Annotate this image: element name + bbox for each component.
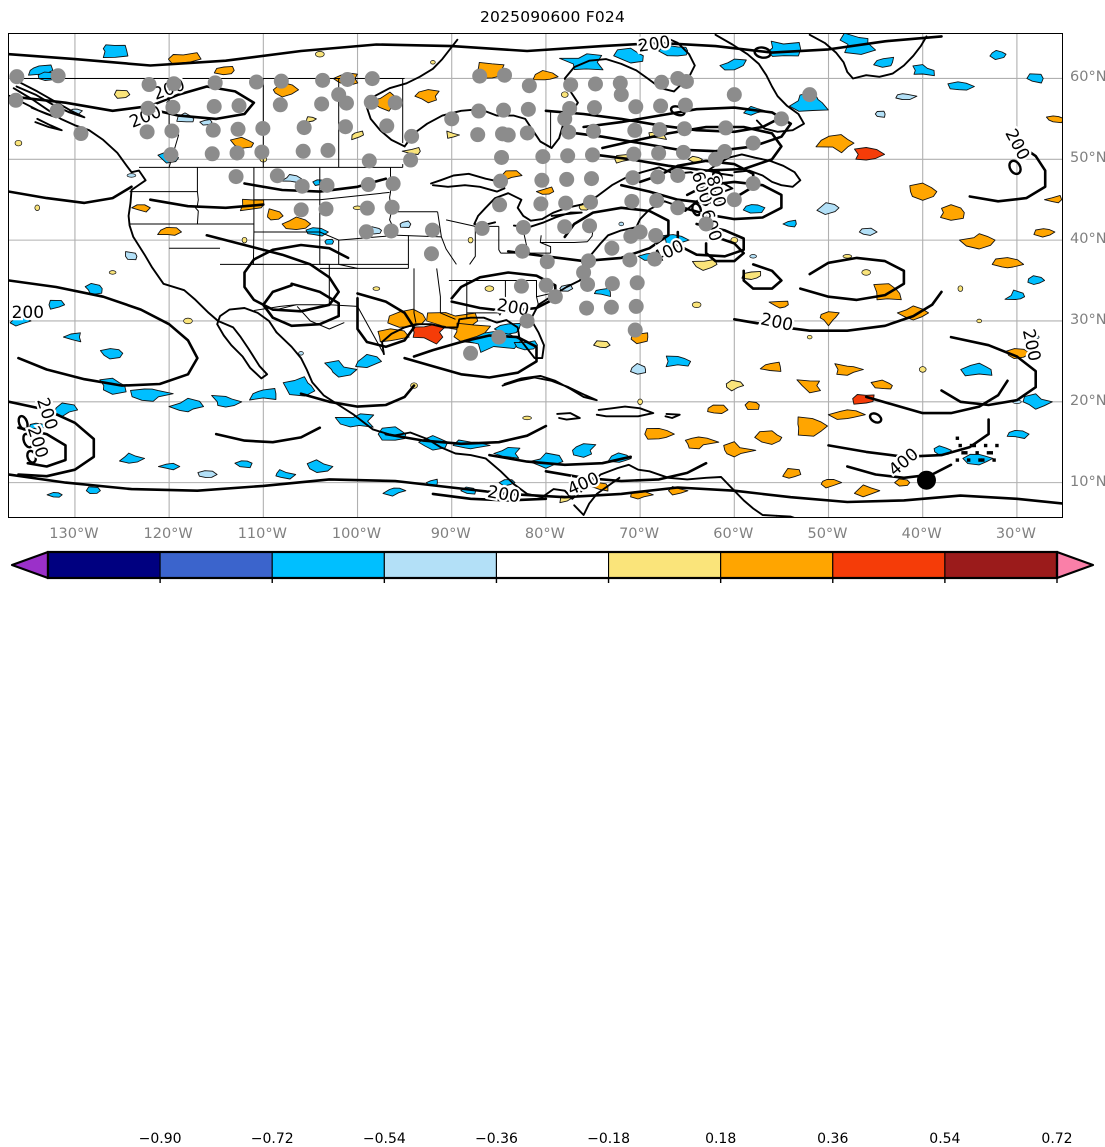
lon-tick-label: 70°W (619, 526, 660, 542)
lat-tick-label: 20°N (1070, 392, 1105, 409)
highlight-marker (916, 470, 936, 490)
colorbar-tick-label: 0.72 (1041, 1131, 1073, 1147)
page-title: 2025090600 F024 (479, 8, 626, 26)
colorbar-tick-label: −0.90 (138, 1131, 182, 1147)
map-panel: 200 200 200 200 200 200 200 200 200 200 200 400 400 4… (8, 33, 1063, 518)
contour-label: 200 (1000, 126, 1033, 164)
lon-tick-label: 40°W (901, 526, 942, 542)
colorbar-segment[interactable] (944, 551, 1058, 579)
colorbar-segment[interactable] (608, 551, 722, 579)
colorbar-segment[interactable] (47, 551, 161, 579)
lon-tick-label: 100°W (331, 526, 382, 542)
colorbar-tick-label: −0.18 (587, 1131, 630, 1147)
lon-tick-label: 90°W (430, 526, 471, 542)
colorbar-extend-max[interactable] (1055, 550, 1095, 580)
colorbar-segment[interactable] (495, 551, 610, 579)
colorbar-tick-label: −0.36 (474, 1131, 518, 1147)
lat-tick-label: 50°N (1070, 150, 1105, 167)
map-frame: 200 200 200 200 200 200 200 200 200 200 200 400 400 4… (8, 33, 1063, 518)
colorbar-tick-label: 0.54 (929, 1131, 961, 1147)
lon-tick-label: 30°W (995, 526, 1036, 542)
lon-tick-label: 120°W (143, 526, 193, 542)
colorbar-tick-label: −0.72 (250, 1131, 294, 1147)
lon-tick-label: 60°W (713, 526, 754, 542)
station-markers (9, 67, 999, 490)
colorbar-segment[interactable] (832, 551, 946, 579)
contour-label: 200 (759, 309, 795, 335)
colorbar-segment[interactable] (383, 551, 497, 579)
lon-tick-label: 80°W (524, 526, 565, 542)
contour-label: 200 (486, 482, 521, 507)
lon-tick-label: 130°W (49, 526, 99, 542)
contour-label: 200 (12, 303, 44, 323)
colorbar-swatches[interactable] (0, 549, 1105, 589)
colorbar-tick-label: 0.18 (705, 1131, 737, 1147)
colorbar-extend-min[interactable] (10, 550, 50, 580)
colorbar-tick-label: −0.54 (362, 1131, 406, 1147)
lat-tick-label: 40°N (1070, 231, 1105, 248)
lat-tick-label: 10°N (1070, 473, 1105, 490)
colorbar-tick-label: 0.36 (817, 1131, 849, 1147)
figure-root: 2025090600 F024 200 200 200 200 200 200 200 200… (0, 8, 1105, 1147)
colorbar-segment[interactable] (159, 551, 273, 579)
lon-tick-label: 110°W (237, 526, 287, 542)
colorbar-segment[interactable] (720, 551, 834, 579)
lat-tick-label: 30°N (1070, 311, 1105, 328)
lat-tick-label: 60°N (1070, 69, 1105, 86)
colorbar-segment[interactable] (271, 551, 385, 579)
colorbar[interactable]: −0.90 −0.72 −0.54 −0.36 −0.18 0.18 0.36 0.54 0.7… (0, 549, 1105, 1147)
lon-tick-label: 50°W (807, 526, 848, 542)
